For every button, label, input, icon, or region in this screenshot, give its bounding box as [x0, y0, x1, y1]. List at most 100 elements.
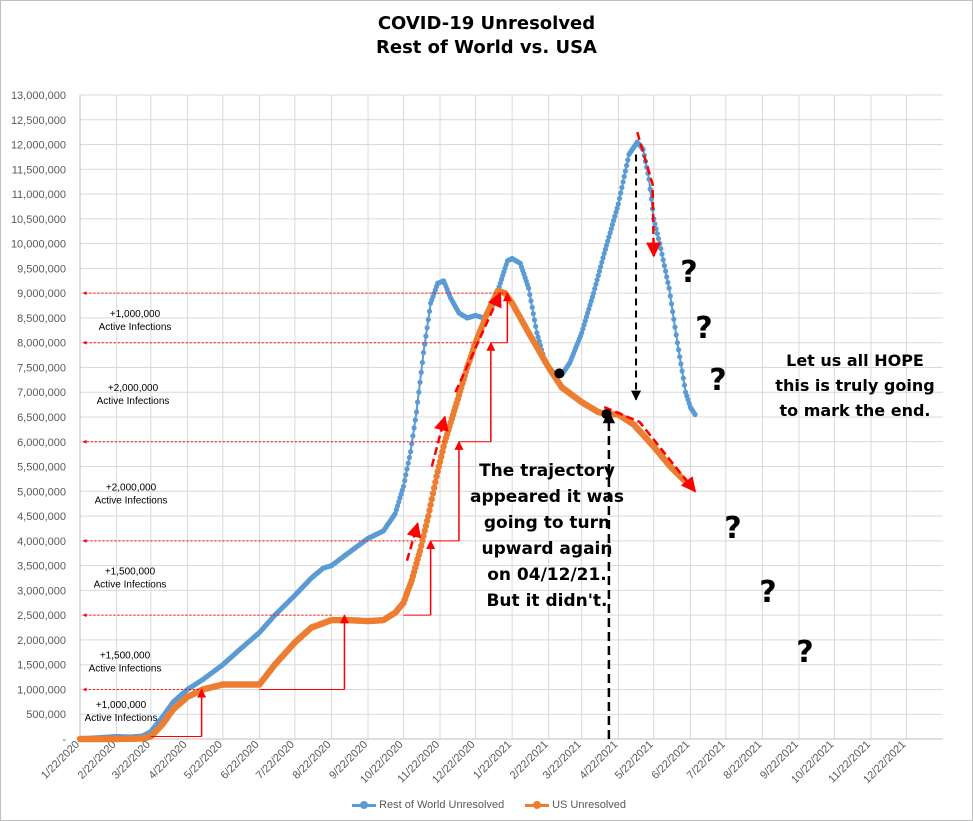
question-mark: ?	[709, 363, 726, 398]
data-point	[432, 478, 439, 486]
callout-hope: Let us all HOPE this is truly going to mar…	[775, 351, 934, 420]
callout-trajectory: The trajectory appeared it was going to tu…	[470, 461, 624, 611]
increment-label: +1,500,000 Active Infections	[89, 651, 162, 675]
data-point	[426, 507, 433, 514]
data-point	[653, 226, 659, 232]
data-point	[431, 484, 438, 491]
data-point	[681, 382, 688, 388]
callout-line: upward again	[482, 539, 613, 559]
data-point	[435, 463, 443, 470]
data-point	[600, 255, 606, 261]
data-point	[660, 257, 666, 263]
y-tick-label: 3,000,000	[17, 585, 66, 597]
data-point	[607, 230, 613, 236]
data-point	[609, 222, 616, 228]
data-point	[601, 250, 607, 257]
chart-title-line-1: COVID-19 Unresolved	[377, 13, 596, 34]
x-tick-label: 1/22/2021	[471, 739, 514, 782]
data-point	[412, 417, 418, 423]
data-point	[674, 340, 681, 346]
data-point	[417, 379, 423, 385]
y-tick-label: 4,500,000	[17, 511, 66, 523]
callout-line: The trajectory	[479, 461, 615, 481]
increment-label-line: +2,000,000	[106, 482, 157, 493]
data-point	[605, 238, 611, 244]
data-point	[616, 195, 623, 202]
data-point	[425, 512, 432, 520]
data-point	[668, 301, 675, 307]
data-point	[528, 298, 534, 304]
data-point	[585, 310, 591, 316]
data-point	[408, 449, 414, 455]
trend-arrow-5	[603, 405, 697, 493]
y-tick-label: 4,000,000	[17, 536, 66, 548]
x-tick-label: 5/22/2021	[613, 739, 656, 782]
y-tick-label: 2,500,000	[17, 610, 66, 622]
y-tick-label: 7,500,000	[17, 362, 66, 374]
step-2	[259, 614, 349, 690]
data-point	[420, 350, 427, 356]
data-point	[603, 242, 610, 248]
legend-swatch-us	[525, 800, 549, 809]
data-point	[421, 527, 428, 535]
question-mark: ?	[759, 575, 776, 610]
trend-arrow-1	[405, 522, 422, 562]
trend-arrow-4	[636, 131, 662, 258]
data-point	[588, 298, 594, 304]
y-tick-label: 1,500,000	[17, 660, 66, 672]
x-tick-label: 5/22/2020	[182, 739, 225, 782]
data-point	[671, 316, 677, 322]
data-point	[580, 326, 586, 332]
legend-item-us: US Unresolved	[525, 799, 626, 811]
data-point	[395, 503, 401, 509]
data-point	[602, 246, 609, 252]
increment-label-line: Active Infections	[99, 322, 172, 333]
data-point	[411, 425, 417, 431]
data-point	[670, 309, 676, 315]
step-4	[430, 440, 464, 542]
increment-label: +1,000,000 Active Infections	[99, 309, 172, 333]
y-tick-label: 9,500,000	[17, 263, 66, 275]
data-point	[677, 354, 683, 360]
data-point	[404, 466, 410, 472]
data-point	[534, 330, 540, 336]
x-tick-label: 1/22/2020	[39, 739, 82, 782]
data-point	[618, 190, 624, 196]
x-tick-label: 8/22/2020	[290, 739, 333, 782]
data-point	[676, 347, 682, 353]
data-point	[593, 281, 599, 287]
step-3	[403, 539, 436, 616]
data-point	[665, 279, 671, 286]
chart-title-line-2: Rest of World vs. USA	[376, 37, 597, 58]
data-point	[666, 285, 672, 291]
y-tick-label: 500,000	[26, 709, 66, 721]
increment-label-line: Active Infections	[95, 495, 168, 506]
data-point	[655, 236, 662, 242]
trend-arrow-2	[430, 415, 449, 467]
y-tick-label: 1,000,000	[17, 684, 66, 696]
data-point	[608, 226, 614, 232]
marker-dot-2	[601, 409, 612, 420]
data-point	[536, 338, 542, 344]
increment-label-line: Active Infections	[89, 664, 162, 675]
data-point	[419, 359, 425, 366]
step-1	[150, 688, 207, 738]
data-point	[581, 322, 587, 328]
data-point	[659, 251, 665, 257]
callout-line: going to turn	[484, 513, 610, 533]
data-point	[615, 201, 621, 207]
series-world	[77, 139, 698, 742]
x-tick-label: 7/22/2020	[254, 739, 297, 782]
data-point	[586, 306, 592, 312]
y-tick-label: 2,000,000	[17, 635, 66, 647]
increment-label: +2,000,000 Active Infections	[95, 482, 168, 506]
y-tick-label: 6,000,000	[17, 437, 66, 449]
data-point	[606, 234, 612, 240]
y-tick-label: 9,000,000	[17, 288, 66, 300]
data-point	[680, 375, 686, 381]
y-tick-label: 7,000,000	[17, 387, 66, 399]
increment-label-line: +1,500,000	[105, 566, 156, 577]
legend-item-world: Rest of World Unresolved	[352, 799, 504, 811]
y-tick-label: 13,000,000	[11, 90, 66, 102]
